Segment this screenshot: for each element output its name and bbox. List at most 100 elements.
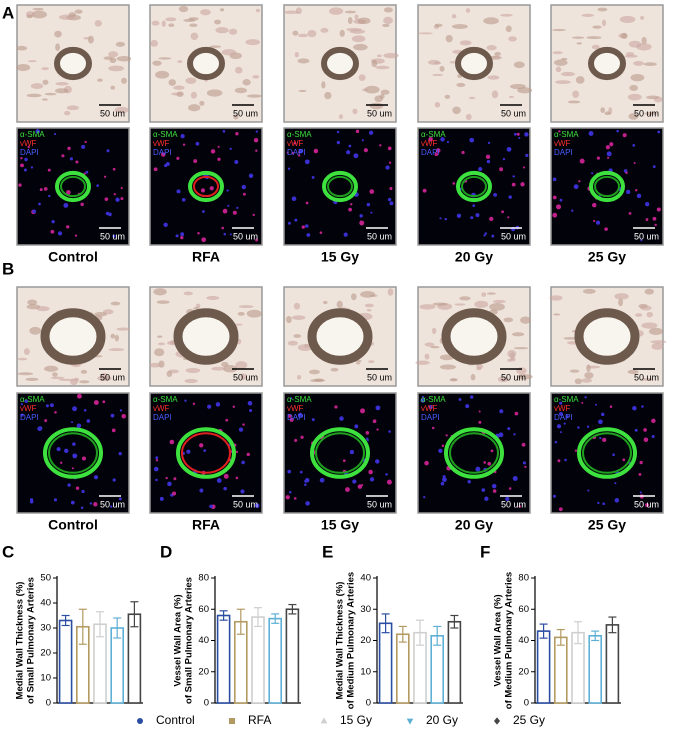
stain-label: vWF [554,404,571,413]
nucleus [63,202,69,208]
tissue-texture [516,374,533,380]
nucleus [638,472,642,476]
nucleus [499,409,504,414]
nucleus [484,496,489,501]
nucleus [84,140,87,144]
nucleus [604,227,608,231]
nucleus [361,484,364,487]
tissue-texture [121,77,127,84]
nucleus [441,444,445,448]
nucleus [552,494,556,498]
scale-label: 50 um [367,372,392,382]
tissue-texture [307,29,317,38]
vessel-wall [187,46,225,81]
tissue-texture [380,89,390,95]
nucleus [176,189,181,194]
nucleus [115,197,120,202]
nucleus [581,401,584,404]
scale-label: 50 um [233,231,258,241]
nucleus [184,399,187,402]
nucleus [348,207,353,212]
tissue-texture [629,84,638,91]
tissue-texture [157,342,166,346]
tissue-texture [26,93,42,98]
tissue-texture [459,40,472,46]
tissue-texture [149,362,161,368]
nucleus [76,423,82,429]
bar [430,635,445,704]
scale-label: 50 um [233,108,258,118]
y-tick-label: 10 [360,666,371,677]
nucleus [639,491,642,494]
tissue-texture [339,29,345,37]
tissue-texture [353,43,368,51]
stain-label: DAPI [554,413,573,422]
tissue-texture [42,79,49,85]
stain-label: vWF [20,404,37,413]
nucleus [511,182,516,187]
tissue-texture [292,30,299,36]
nucleus [563,422,566,425]
legend-marker [137,718,143,724]
nucleus [39,188,43,192]
tissue-texture [185,77,197,84]
tissue-texture [291,315,306,320]
tissue-texture [161,20,166,27]
nucleus [215,402,221,407]
nucleus [29,498,34,502]
nucleus [209,186,214,191]
nucleus [246,452,250,457]
tissue-texture [581,13,594,17]
tissue-texture [74,377,80,382]
nucleus [645,503,649,508]
nucleus [54,411,57,414]
nucleus [513,433,516,436]
nucleus [24,157,28,162]
nucleus [442,477,447,483]
nucleus [636,193,642,199]
tissue-texture [108,51,119,58]
tissue-texture [97,375,112,381]
y-axis-label: of Small Pulmonary Arteries [184,577,195,704]
stain-label: α-SMA [153,395,178,404]
stain-label: α-SMA [554,130,579,139]
nucleus [472,204,476,208]
nucleus [387,197,392,202]
y-tick-label: 40 [360,573,371,584]
nucleus [173,477,177,481]
tissue-texture [233,114,239,120]
tissue-texture [295,7,302,15]
nucleus [379,144,382,147]
tissue-texture [328,7,344,15]
nucleus [153,466,159,472]
nucleus [387,146,392,151]
tissue-texture [190,32,199,40]
nucleus [93,475,99,480]
panel-letter: D [160,542,172,561]
nucleus [235,450,239,454]
stain-label: DAPI [287,413,306,422]
nucleus [232,210,237,215]
y-tick-label: 20 [40,648,51,659]
tissue-texture [188,104,201,112]
y-tick-label: 30 [360,604,371,615]
nucleus [286,151,289,154]
tissue-texture [476,366,482,371]
tissue-texture [432,327,437,334]
tissue-texture [552,51,563,55]
nucleus [57,231,63,236]
nucleus [574,449,578,452]
tissue-texture [168,79,177,86]
vessel-stain-inner [461,175,487,198]
tissue-texture [633,60,645,66]
tissue-texture [17,372,34,376]
tissue-texture [483,17,499,25]
y-tick-label: 20 [518,666,529,677]
tissue-texture [507,349,517,358]
nucleus [521,442,526,447]
tissue-texture [581,378,593,383]
nucleus [346,150,351,155]
nucleus [444,217,448,221]
nucleus [577,426,580,429]
nucleus [359,214,363,218]
